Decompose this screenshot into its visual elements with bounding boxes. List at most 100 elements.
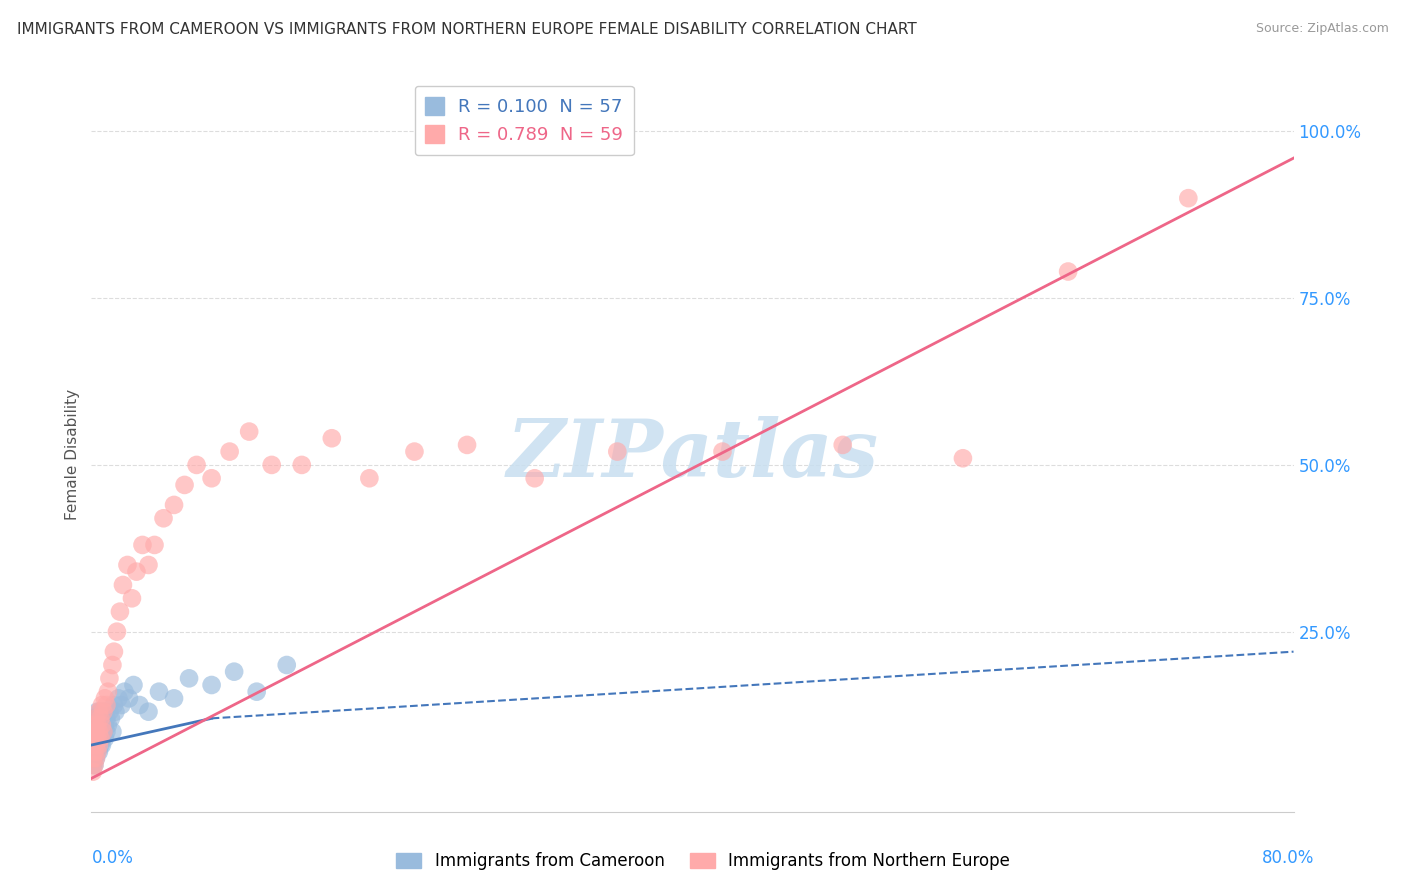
Point bbox=[87, 711, 110, 725]
Point bbox=[83, 745, 105, 759]
Point bbox=[105, 624, 128, 639]
Point bbox=[82, 745, 104, 759]
Point bbox=[98, 671, 121, 685]
Point bbox=[218, 444, 240, 458]
Point bbox=[83, 751, 105, 765]
Point bbox=[321, 431, 343, 445]
Point bbox=[84, 724, 107, 739]
Point bbox=[131, 538, 153, 552]
Point bbox=[98, 705, 121, 719]
Point bbox=[108, 605, 131, 619]
Point bbox=[94, 718, 117, 732]
Point bbox=[404, 444, 426, 458]
Point bbox=[97, 684, 120, 698]
Point bbox=[100, 711, 122, 725]
Point bbox=[82, 758, 104, 772]
Point bbox=[87, 745, 110, 759]
Point bbox=[83, 718, 105, 732]
Point bbox=[87, 705, 110, 719]
Point bbox=[177, 671, 200, 685]
Point bbox=[84, 738, 107, 752]
Point bbox=[238, 425, 260, 439]
Point bbox=[84, 751, 107, 765]
Point bbox=[117, 558, 139, 572]
Point bbox=[86, 718, 108, 732]
Point bbox=[90, 738, 112, 752]
Point bbox=[107, 691, 129, 706]
Point bbox=[84, 745, 107, 759]
Point bbox=[89, 705, 111, 719]
Point bbox=[122, 678, 145, 692]
Point bbox=[84, 711, 107, 725]
Point bbox=[152, 511, 174, 525]
Point bbox=[711, 444, 734, 458]
Point bbox=[89, 718, 111, 732]
Point bbox=[83, 738, 105, 752]
Point bbox=[87, 731, 110, 746]
Point bbox=[86, 718, 108, 732]
Point bbox=[121, 591, 143, 606]
Point bbox=[86, 738, 108, 752]
Point bbox=[86, 731, 108, 746]
Point bbox=[201, 678, 224, 692]
Point bbox=[118, 691, 141, 706]
Point bbox=[84, 738, 107, 752]
Point bbox=[96, 711, 118, 725]
Point bbox=[82, 724, 104, 739]
Point bbox=[82, 738, 104, 752]
Point bbox=[97, 718, 120, 732]
Point bbox=[84, 711, 107, 725]
Point bbox=[89, 724, 111, 739]
Legend: R = 0.100  N = 57, R = 0.789  N = 59: R = 0.100 N = 57, R = 0.789 N = 59 bbox=[415, 86, 634, 155]
Point bbox=[831, 438, 853, 452]
Point bbox=[86, 745, 108, 759]
Point bbox=[90, 698, 112, 712]
Text: 80.0%: 80.0% bbox=[1263, 849, 1315, 867]
Point bbox=[89, 731, 111, 746]
Point bbox=[90, 718, 112, 732]
Point bbox=[86, 705, 108, 719]
Point bbox=[103, 645, 125, 659]
Point bbox=[86, 745, 108, 759]
Point bbox=[952, 451, 974, 466]
Point bbox=[114, 684, 136, 698]
Text: IMMIGRANTS FROM CAMEROON VS IMMIGRANTS FROM NORTHERN EUROPE FEMALE DISABILITY CO: IMMIGRANTS FROM CAMEROON VS IMMIGRANTS F… bbox=[17, 22, 917, 37]
Point bbox=[224, 665, 246, 679]
Point bbox=[82, 718, 104, 732]
Point bbox=[83, 731, 105, 746]
Point bbox=[456, 438, 478, 452]
Point bbox=[84, 724, 107, 739]
Point bbox=[101, 724, 124, 739]
Point bbox=[1177, 191, 1199, 205]
Point bbox=[125, 565, 148, 579]
Point bbox=[83, 724, 105, 739]
Point bbox=[163, 498, 186, 512]
Point bbox=[83, 758, 105, 772]
Point bbox=[110, 698, 132, 712]
Y-axis label: Female Disability: Female Disability bbox=[65, 389, 80, 521]
Text: 0.0%: 0.0% bbox=[91, 849, 134, 867]
Text: ZIPatlas: ZIPatlas bbox=[506, 417, 879, 493]
Point bbox=[90, 731, 112, 746]
Point bbox=[87, 738, 110, 752]
Point bbox=[201, 471, 224, 485]
Point bbox=[86, 731, 108, 746]
Point bbox=[128, 698, 150, 712]
Point bbox=[83, 758, 105, 772]
Point bbox=[89, 738, 111, 752]
Point bbox=[276, 658, 298, 673]
Point bbox=[246, 684, 269, 698]
Point bbox=[93, 724, 115, 739]
Point bbox=[606, 444, 628, 458]
Point bbox=[104, 705, 127, 719]
Point bbox=[138, 705, 160, 719]
Point bbox=[82, 764, 104, 779]
Point bbox=[82, 751, 104, 765]
Point bbox=[94, 731, 117, 746]
Point bbox=[101, 658, 124, 673]
Point bbox=[82, 731, 104, 746]
Point bbox=[84, 751, 107, 765]
Legend: Immigrants from Cameroon, Immigrants from Northern Europe: Immigrants from Cameroon, Immigrants fro… bbox=[389, 846, 1017, 877]
Point bbox=[87, 724, 110, 739]
Point bbox=[96, 724, 118, 739]
